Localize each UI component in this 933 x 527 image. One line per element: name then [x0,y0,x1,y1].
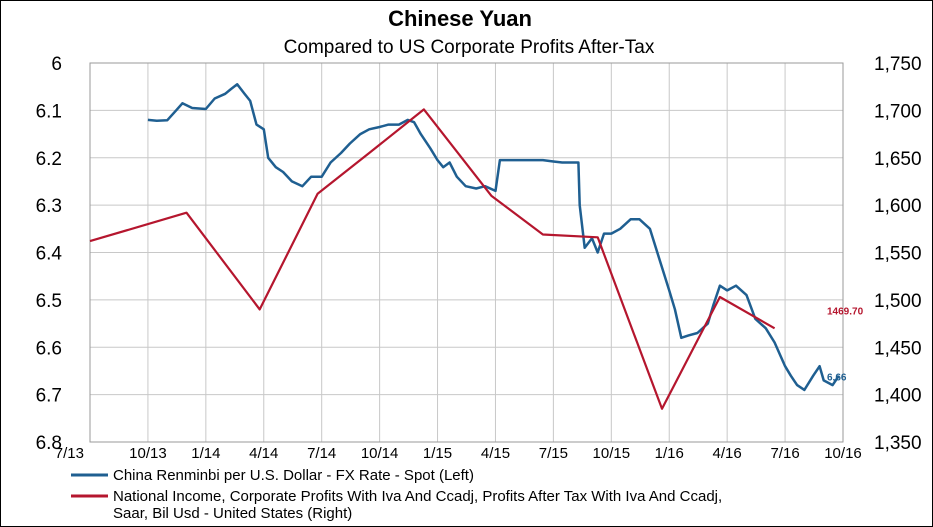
left-tick-label: 6.8 [36,433,62,454]
legend-label-profits: National Income, Corporate Profits With … [113,488,722,522]
plot-area [89,62,844,443]
left-tick-label: 6.3 [36,196,62,217]
right-tick-label: 1,450 [874,338,922,359]
x-tick-label: 10/13 [129,445,167,462]
end-labels: 6.66 1469.70 [827,306,864,383]
right-tick-label: 1,600 [874,196,922,217]
right-tick-label: 1,500 [874,291,922,312]
x-tick-label: 1/16 [655,445,684,462]
chart-subtitle: Compared to US Corporate Profits After-T… [284,37,655,58]
x-tick-label: 7/15 [539,445,568,462]
legend: China Renminbi per U.S. Dollar - FX Rate… [71,467,722,522]
right-tick-label: 1,750 [874,54,922,75]
x-tick-label: 4/15 [481,445,510,462]
fx-rate-end-label: 6.66 [827,373,847,384]
left-tick-label: 6.1 [36,101,62,122]
right-tick-label: 1,350 [874,433,922,454]
legend-label-fx: China Renminbi per U.S. Dollar - FX Rate… [113,467,474,484]
left-tick-label: 6.6 [36,338,62,359]
right-axis: 1,750 1,700 1,650 1,600 1,550 1,500 1,450 1,400… [874,54,922,454]
chart-title: Chinese Yuan [388,6,532,31]
left-axis: 6 6.1 6.2 6.3 6.4 6.5 6.6 6.7 6.8 [36,54,63,454]
series-lines [89,83,840,410]
fx-rate-line [147,83,840,392]
left-tick-label: 6.4 [36,244,63,265]
grid-lines [89,62,844,443]
x-tick-label: 7/13 [55,445,84,462]
x-tick-label: 10/14 [361,445,399,462]
x-tick-label: 4/16 [713,445,742,462]
left-tick-label: 6.5 [36,291,62,312]
x-tick-label: 4/14 [249,445,278,462]
right-tick-label: 1,700 [874,101,922,122]
x-tick-label: 1/15 [423,445,452,462]
x-tick-label: 7/14 [307,445,336,462]
right-tick-label: 1,650 [874,149,922,170]
left-tick-label: 6 [51,54,62,75]
left-tick-label: 6.7 [36,386,62,407]
x-tick-label: 1/14 [191,445,220,462]
x-tick-label: 10/16 [824,445,862,462]
profits-end-label: 1469.70 [827,306,864,317]
corporate-profits-line [89,108,776,410]
right-tick-label: 1,400 [874,386,922,407]
x-axis: 7/13 10/13 1/14 4/14 7/14 10/14 1/15 4/15 7/15 10… [55,445,862,462]
left-tick-label: 6.2 [36,149,62,170]
x-tick-label: 10/15 [593,445,631,462]
right-tick-label: 1,550 [874,244,922,265]
plot-border [89,62,844,443]
x-tick-label: 7/16 [770,445,799,462]
